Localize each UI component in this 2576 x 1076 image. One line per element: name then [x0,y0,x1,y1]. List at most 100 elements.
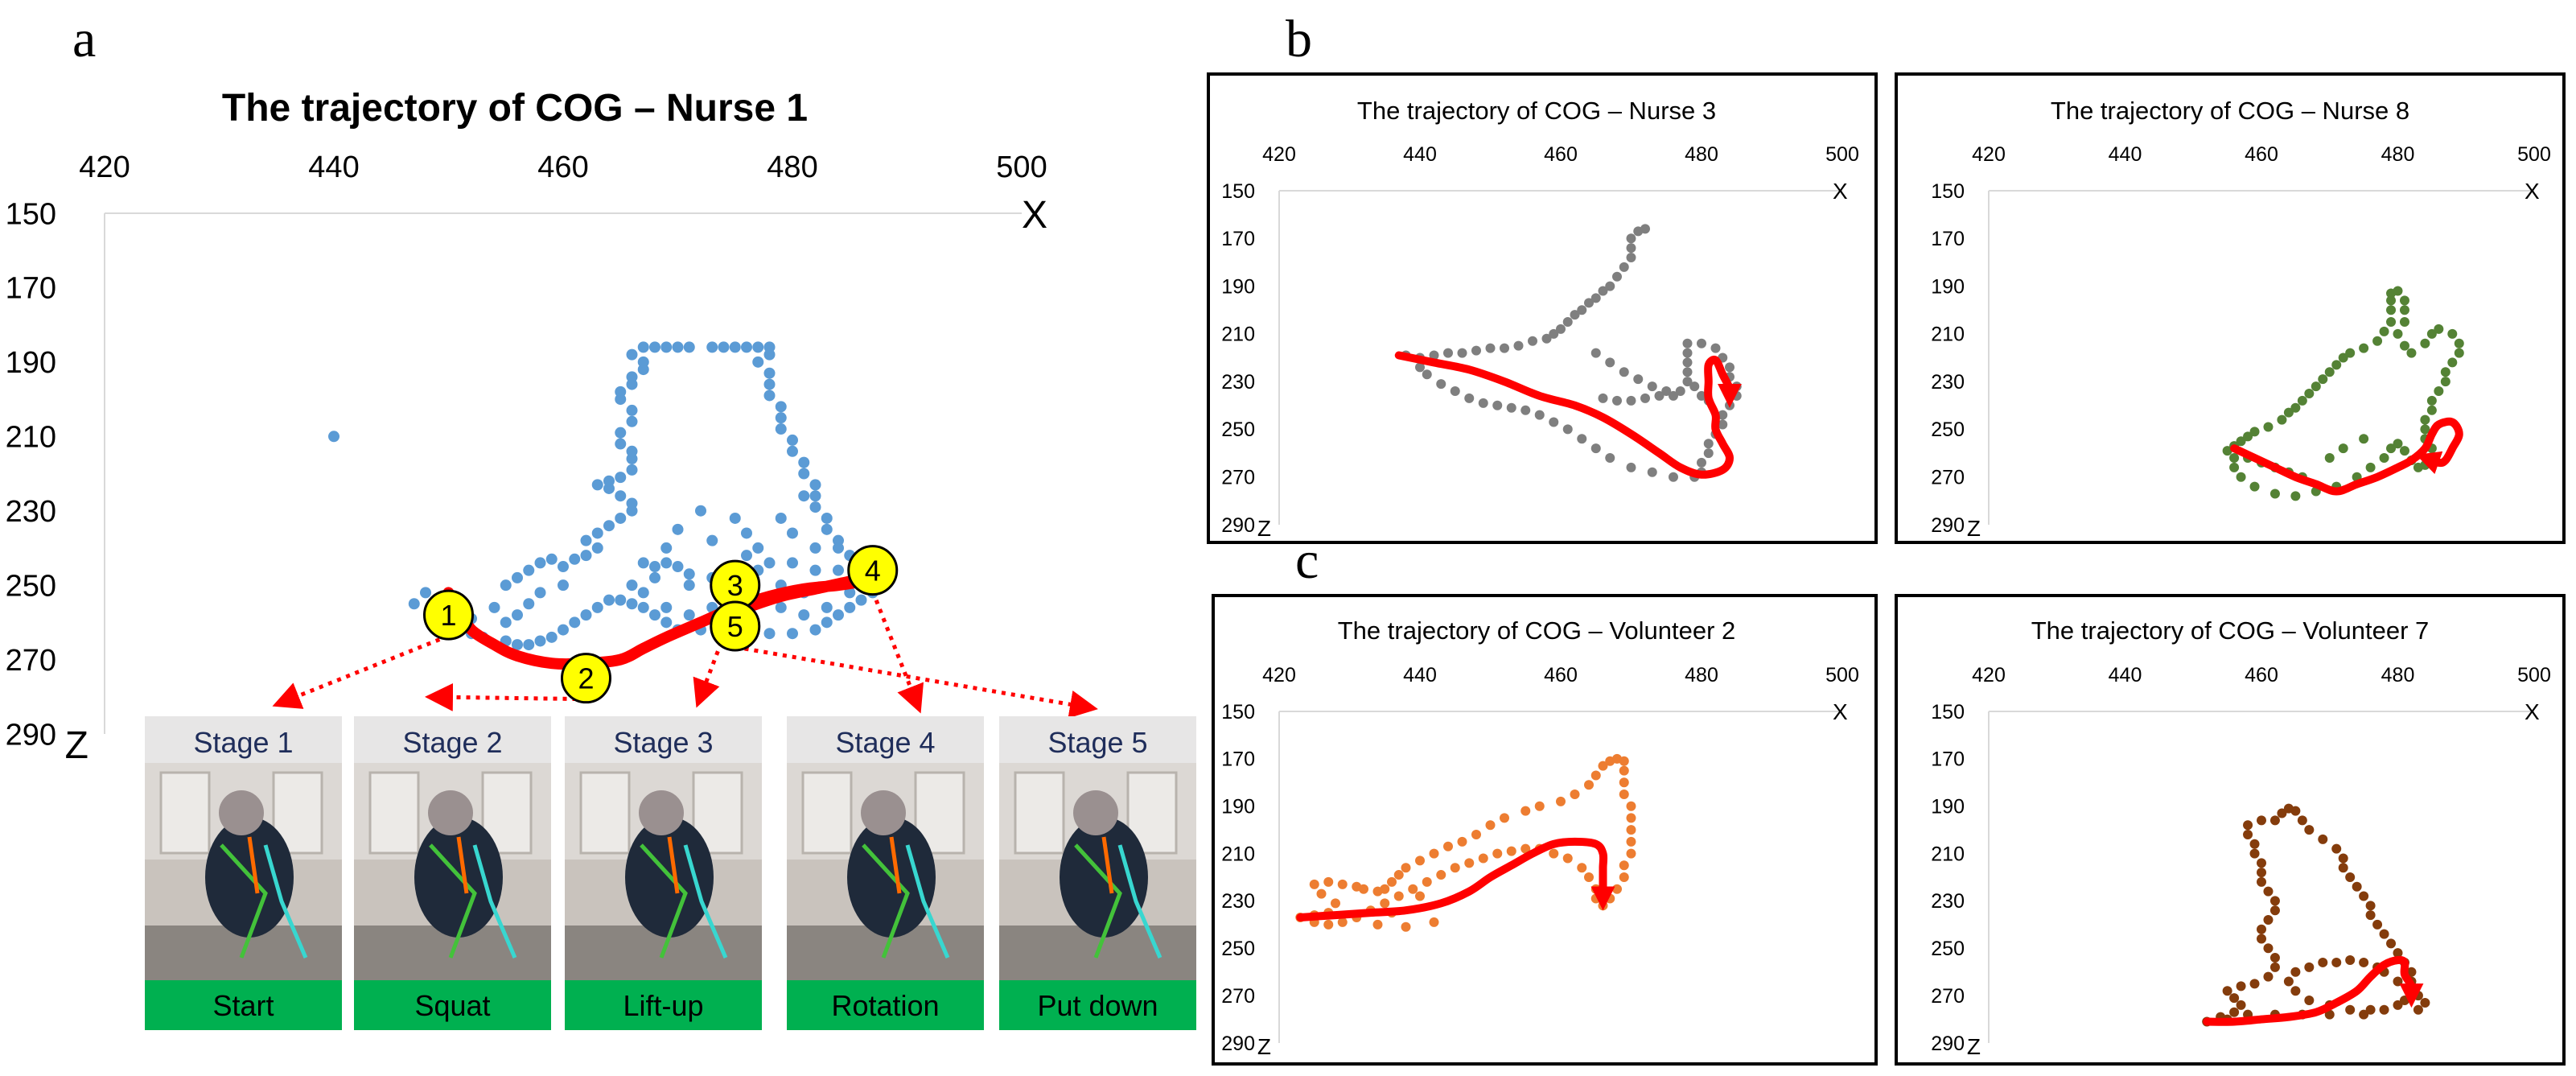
chart-a-point [660,542,673,554]
chart-b2-point [2386,295,2397,306]
chart-c1-point [1372,919,1383,930]
chart-b1-point [1457,348,1467,358]
chart-c1-xtick-440: 440 [1403,664,1437,686]
chart-c1-point [1619,872,1629,882]
chart-b1-point [1626,253,1636,262]
chart-a-point [833,609,844,621]
chart-c1-point [1584,780,1594,790]
chart-b1-red-trajectory [1394,351,1743,479]
chart-a-point [591,542,603,554]
chart-b1-point [1710,343,1721,353]
chart-c2-point [2243,830,2253,840]
chart-b1-point [1556,324,1566,334]
stage-header-4 [787,716,984,763]
chart-c2-point [2318,957,2328,967]
chart-b2-point [2229,462,2240,472]
chart-b2-point [2399,295,2409,306]
chart-b1-point [1605,357,1615,368]
chart-a-point [763,628,776,640]
chart-b1-point [1619,262,1629,272]
chart-b1-point [1612,271,1622,282]
chart-a-point [649,341,660,353]
chart-a-point [855,594,867,606]
chart-b1-point [1478,398,1488,408]
chart-b1-point [1682,357,1693,368]
chart-b1-xtick-420: 420 [1262,143,1296,166]
chart-b1-point [1464,393,1475,403]
chart-b1-point [1661,386,1672,396]
chart-c2-point [2243,820,2253,831]
chart-c1-point [1323,876,1334,887]
chart-b2-point [2379,453,2389,463]
chart-c2-point [2257,876,2266,887]
chart-b1-point [1422,369,1432,380]
chart-c1-point [1436,870,1446,880]
stage-photo-5 [999,763,1196,980]
chart-a-point [798,456,810,468]
chart-c1-point [1443,841,1453,851]
chart-a-nurse1: The trajectory of COG – Nurse 1 420 440 46… [6,87,1196,1030]
chart-a-xtick-500: 500 [996,150,1047,184]
chart-b1-point [1562,424,1573,435]
chart-a-point [672,561,684,573]
stage-arrow-5 [735,645,1098,719]
chart-b1-point [1584,298,1594,308]
chart-a-point [695,505,706,517]
chart-b1-point [1682,348,1693,358]
chart-c2-point [2263,914,2274,925]
chart-c1-ytick-150: 150 [1221,701,1255,724]
chart-c2-point [2263,943,2274,954]
chart-c1-title: The trajectory of COG – Volunteer 2 [1338,616,1736,645]
chart-a-point [649,609,660,621]
chart-c2-ytick-290: 290 [1931,1033,1965,1055]
chart-c2-point [2393,948,2403,959]
chart-c2-point [2345,955,2356,965]
chart-c1-ytick-270: 270 [1221,985,1255,1008]
chart-b2-point [2359,434,2369,444]
chart-c1-ytick-170: 170 [1221,748,1255,771]
chart-b2-point [2399,317,2409,328]
chart-a-point [660,557,673,569]
chart-a-ytick-170: 170 [6,272,56,306]
chart-b1-point [1612,395,1622,406]
chart-b2-point [2447,357,2458,368]
chart-c1-point [1450,863,1460,873]
chart-c1-point [1380,898,1390,909]
chart-a-point [706,341,718,353]
chart-b1-point [1703,448,1714,459]
chart-b2-ylabel: Z [1967,516,1981,541]
chart-b2-frame [1895,72,2566,544]
chart-a-point [775,601,787,613]
chart-b2-point [2236,472,2246,482]
chart-a-ytick-250: 250 [6,569,56,603]
chart-b2-xtick-460: 460 [2245,143,2278,166]
chart-a-point [798,609,810,621]
chart-c1-point [1492,848,1503,859]
chart-a-point [637,601,649,613]
chart-c1-frame [1212,594,1878,1066]
chart-a-point [626,579,638,592]
chart-b1-point [1640,393,1650,403]
chart-a-point [626,497,638,509]
chart-b1-point [1697,457,1706,468]
chart-b1-xtick-460: 460 [1544,143,1578,166]
chart-c2-point [2345,1004,2356,1015]
chart-c2-volunteer7: The trajectory of COG – Volunteer 7 420 4… [1895,594,2566,1066]
chart-c1-ytick-290: 290 [1221,1033,1255,1055]
chart-a-point [615,385,627,398]
chart-c2-xtick-480: 480 [2381,664,2415,686]
chart-a-point [603,594,615,606]
chart-a-point [558,579,569,592]
chart-a-ytick-290: 290 [6,718,56,752]
chart-c2-xtick-420: 420 [1972,664,2006,686]
chart-b1-ytick-210: 210 [1221,324,1255,346]
chart-b2-point [2426,395,2437,406]
chart-c1-xtick-460: 460 [1544,664,1578,686]
chart-b2-point [2386,443,2397,454]
chart-a-point [626,445,638,457]
chart-c1-point [1626,848,1636,859]
chart-a-stage-panels: Stage 1 Start Stage 2 Squat Stage 3 Lift-up St… [145,716,1196,1030]
stage-caption-box-4 [787,980,984,1030]
chart-c2-ytick-210: 210 [1931,843,1965,865]
chart-b1-point [1443,348,1453,358]
